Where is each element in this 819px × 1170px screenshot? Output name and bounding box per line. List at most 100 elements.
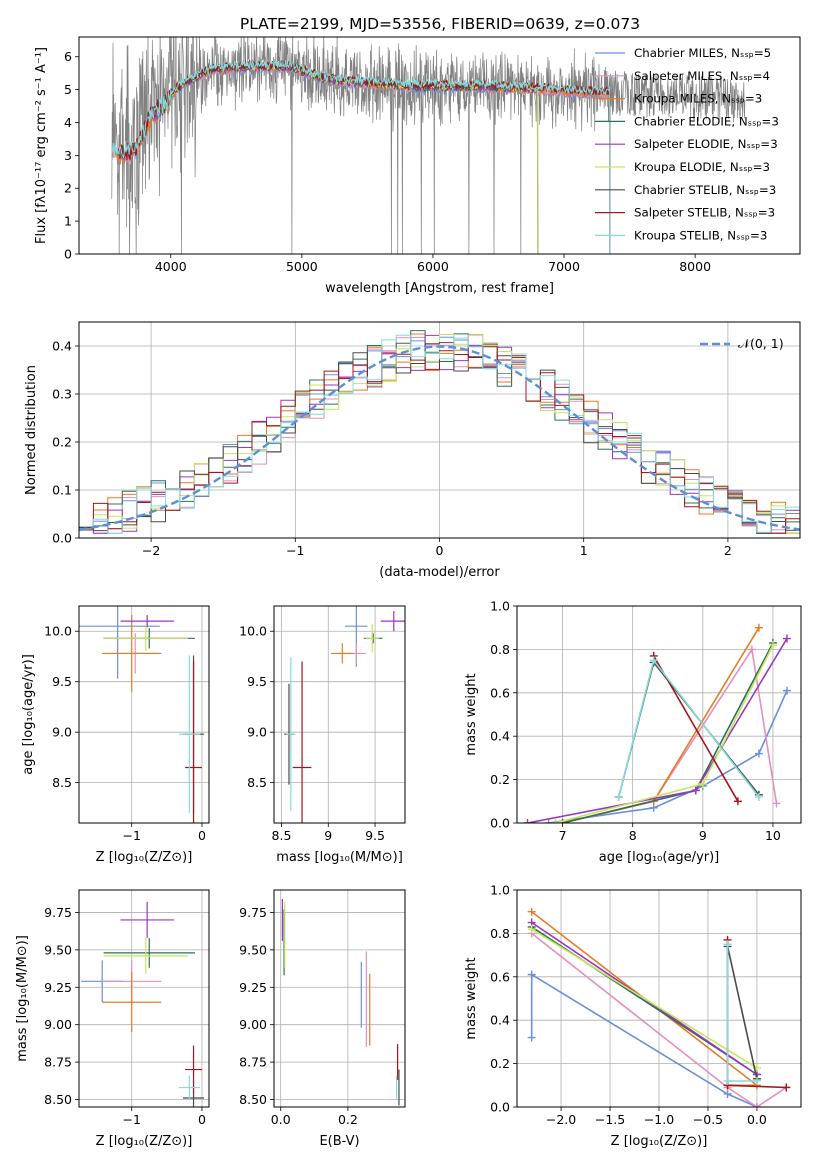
y-tick-label: 0: [64, 247, 72, 262]
spectrum-title: PLATE=2199, MJD=53556, FIBERID=0639, z=0…: [240, 15, 640, 33]
massweight-marker: [551, 819, 560, 823]
y-tick-label: 9.25: [44, 980, 72, 995]
errorbar-point: [120, 901, 174, 938]
x-tick-label: 0: [198, 1112, 206, 1127]
massweight-marker: [523, 819, 532, 823]
mass-vs-metallicity-panel: −1 0 8.50 8.75 9.00 9.25 9.50 9.75 Z [log₁₀(Z/Z⊙…: [15, 889, 210, 1149]
age-vs-metallicity-panel: −1 0 8.5 9.0 9.5 10.0 Z [log₁₀(Z/Z⊙)] age [log₁…: [21, 605, 210, 865]
x-tick-label: −1.5: [595, 1112, 625, 1127]
y-tick-label: 9.75: [239, 905, 267, 920]
residual-histogram-step: [79, 342, 800, 534]
spectrum-panel: 4000 5000 6000 7000 8000 0 1 2 3 4 5 6 wavelength [A…: [34, 36, 801, 296]
x-tick-label: 9: [324, 828, 332, 843]
y-tick-label: 9.75: [44, 905, 72, 920]
y-tick-label: 9.0: [52, 725, 72, 740]
y-tick-label: 9.0: [247, 725, 267, 740]
grid-lines: [79, 606, 209, 823]
massweight-marker: [754, 623, 763, 632]
errorbar-point: [178, 655, 200, 813]
massweight-marker: [723, 1076, 732, 1085]
x-axis-label: Z [log₁₀(Z/Z⊙)]: [611, 1134, 708, 1149]
massweight-vs-metallicity-panel: −2.0 −1.5 −1.0 −0.5 0.0 0.0 0.2 0.4 0.6 0.8 1.0 Z […: [464, 883, 802, 1149]
massweight-series: [723, 942, 761, 1083]
x-tick-label: 2: [724, 543, 732, 558]
x-axis-label: wavelength [Angstrom, rest frame]: [325, 281, 554, 296]
y-tick-label: 8.5: [52, 775, 72, 790]
x-tick-label: 4000: [155, 259, 187, 274]
tick-marks: [75, 912, 203, 1111]
massweight-marker: [782, 1083, 791, 1092]
massweight-series: [551, 641, 777, 823]
y-tick-label: 8.5: [247, 775, 267, 790]
y-tick-label: 9.25: [239, 980, 267, 995]
massweight-marker: [698, 779, 707, 788]
y-axis-label: mass weight: [464, 957, 479, 1039]
massweight-marker: [527, 925, 536, 934]
errorbar-point: [178, 1075, 200, 1100]
massweight-series: [558, 638, 777, 823]
legend-entry: Salpeter ELODIE, Nₛₛₚ=3: [634, 137, 778, 151]
legend-entry: Kroupa STELIB, Nₛₛₚ=3: [634, 228, 767, 242]
errorbar-plot-area: [281, 898, 400, 1106]
mass-vs-ebv-panel: 0.0 0.2 8.50 8.75 9.00 9.25 9.50 9.75 E(B-V): [239, 889, 406, 1149]
errorbar-point: [185, 661, 202, 823]
y-tick-label: 0.2: [490, 772, 510, 787]
x-axis-label: E(B-V): [319, 1134, 359, 1149]
errorbar-point: [331, 643, 354, 664]
x-tick-label: 0.2: [338, 1112, 358, 1127]
errorbar-plot-area: [284, 606, 405, 823]
x-tick-label: 9.5: [365, 828, 385, 843]
x-tick-label: 1: [580, 543, 588, 558]
massweight-line: [617, 658, 760, 798]
massweight-line: [531, 928, 758, 1069]
residual-histogram-step: [79, 334, 800, 534]
massweight-marker: [752, 1076, 761, 1085]
axes-frame: [273, 889, 406, 1108]
massweight-marker: [733, 797, 742, 806]
y-tick-label: 6: [64, 49, 72, 64]
errorbar-plot-area: [79, 606, 205, 823]
y-tick-label: 9.5: [247, 674, 267, 689]
errorbar-point: [103, 937, 195, 968]
x-tick-label: −2: [142, 543, 160, 558]
y-tick-label: 1.0: [490, 599, 510, 614]
massweight-line: [653, 655, 739, 802]
legend-entry: Chabrier ELODIE, Nₛₛₚ=3: [634, 114, 779, 128]
errorbar-point: [102, 615, 162, 692]
massweight-line: [530, 973, 758, 1107]
x-tick-label: −0.5: [693, 1112, 723, 1127]
errorbar-point: [103, 937, 188, 974]
axes-frame: [78, 605, 210, 824]
grid-lines: [274, 606, 405, 823]
x-tick-label: 6000: [417, 259, 449, 274]
y-tick-label: 3: [64, 148, 72, 163]
y-tick-label: 0.0: [490, 1100, 510, 1115]
legend-entry: 𝒩(0, 1): [738, 336, 784, 351]
massweight-marker: [649, 656, 658, 665]
legend-entry: Kroupa MILES, Nₛₛₚ=3: [634, 92, 762, 106]
y-tick-label: 9.00: [239, 1017, 267, 1032]
y-tick-label: 9.00: [44, 1017, 72, 1032]
massweight-marker: [754, 749, 763, 758]
x-tick-label: 0: [198, 828, 206, 843]
grid-lines: [517, 605, 801, 824]
y-axis-label: age [log₁₀(age/yr)]: [21, 654, 36, 775]
x-tick-label: 0: [436, 543, 444, 558]
axes-frame: [516, 605, 802, 824]
x-axis-label: (data-model)/error: [379, 565, 500, 580]
massweight-series: [544, 686, 791, 823]
grid-lines: [79, 890, 209, 1107]
y-tick-label: 0.0: [52, 531, 72, 546]
x-axis-label: Z [log₁₀(Z/Z⊙)]: [96, 850, 193, 865]
y-tick-label: 0.8: [490, 642, 510, 657]
errorbar-point: [185, 1045, 202, 1094]
massweight-marker: [614, 792, 623, 801]
x-tick-label: 8: [629, 828, 637, 843]
massweight-marker: [754, 792, 763, 801]
y-tick-label: 5: [64, 82, 72, 97]
massweight-marker: [527, 1033, 536, 1042]
x-tick-label: 10: [765, 828, 781, 843]
axes-frame: [78, 889, 210, 1108]
y-tick-label: 1.0: [490, 883, 510, 898]
